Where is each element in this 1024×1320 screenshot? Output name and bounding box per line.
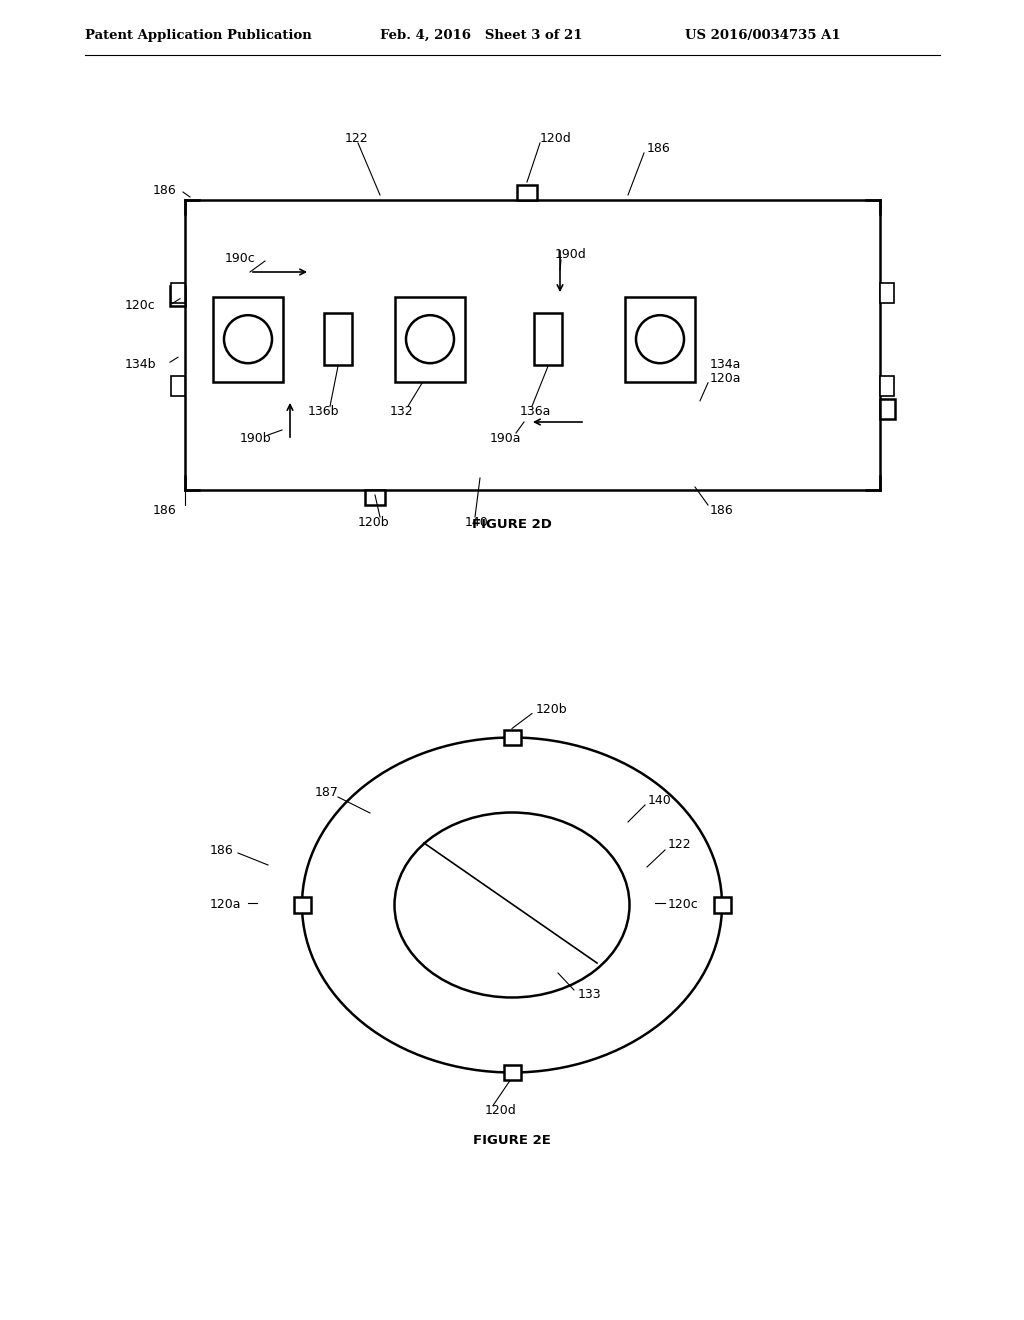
Bar	[534, 313, 562, 366]
Text: 140: 140	[648, 793, 672, 807]
Text: 120b: 120b	[536, 704, 567, 715]
Text: 122: 122	[668, 838, 691, 851]
Bar	[517, 185, 537, 201]
Bar	[880, 399, 895, 418]
Text: 120a: 120a	[210, 899, 242, 912]
Text: 190d: 190d	[555, 248, 587, 261]
Text: 187: 187	[315, 787, 339, 800]
Bar	[880, 376, 894, 396]
Text: Patent Application Publication: Patent Application Publication	[85, 29, 311, 41]
Text: 120a: 120a	[710, 372, 741, 385]
Text: Feb. 4, 2016   Sheet 3 of 21: Feb. 4, 2016 Sheet 3 of 21	[380, 29, 583, 41]
Bar	[185, 201, 880, 490]
Text: 134a: 134a	[710, 358, 741, 371]
Bar	[714, 898, 730, 912]
Bar	[170, 285, 185, 306]
Bar	[625, 297, 695, 381]
Text: 134b: 134b	[125, 358, 157, 371]
Text: 140: 140	[465, 516, 488, 528]
Ellipse shape	[302, 738, 722, 1072]
Text: FIGURE 2D: FIGURE 2D	[472, 519, 552, 532]
Text: 120d: 120d	[540, 132, 571, 144]
Text: 186: 186	[710, 503, 734, 516]
Circle shape	[224, 315, 272, 363]
Text: 133: 133	[578, 989, 602, 1002]
Text: 186: 186	[210, 843, 233, 857]
Text: 136a: 136a	[520, 405, 551, 417]
Text: 120b: 120b	[358, 516, 389, 528]
Text: 120d: 120d	[485, 1104, 517, 1117]
Text: 122: 122	[345, 132, 369, 144]
Bar	[294, 898, 310, 912]
Circle shape	[636, 315, 684, 363]
Text: 120c: 120c	[125, 300, 156, 313]
Bar	[880, 282, 894, 302]
Text: 186: 186	[647, 141, 671, 154]
Bar	[324, 313, 352, 366]
Bar	[365, 490, 385, 506]
Text: 190c: 190c	[225, 252, 256, 264]
Text: 190a: 190a	[490, 432, 521, 445]
Text: 132: 132	[390, 405, 414, 417]
Bar	[171, 376, 185, 396]
Circle shape	[406, 315, 454, 363]
Text: 186: 186	[153, 183, 177, 197]
Text: 136b: 136b	[308, 405, 340, 417]
Bar	[504, 730, 520, 746]
Text: US 2016/0034735 A1: US 2016/0034735 A1	[685, 29, 841, 41]
Text: 120c: 120c	[668, 899, 698, 912]
Text: 186: 186	[153, 503, 177, 516]
Bar	[213, 297, 283, 381]
Ellipse shape	[394, 813, 630, 998]
Bar	[395, 297, 465, 381]
Text: FIGURE 2E: FIGURE 2E	[473, 1134, 551, 1147]
Bar	[504, 1065, 520, 1080]
Bar	[171, 282, 185, 302]
Text: 190b: 190b	[240, 432, 271, 445]
